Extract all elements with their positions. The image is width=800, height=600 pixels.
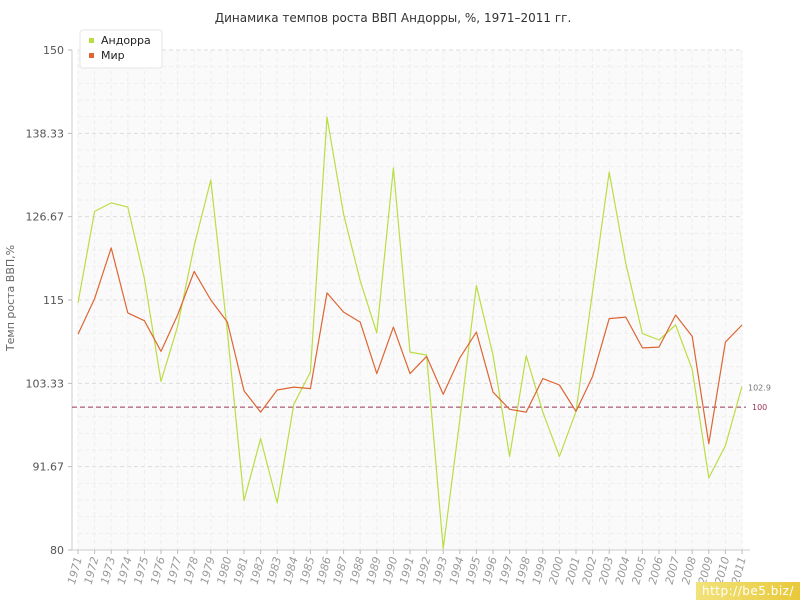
y-tick-label: 103.33 [26,377,65,390]
legend-label: Мир [101,49,125,62]
series-group: 102.9 [77,116,771,550]
reference-line: 100 [72,403,767,412]
y-tick-label: 138.33 [26,127,65,140]
y-tick-label: 91.67 [33,461,65,474]
y-axis-label: Темп роста ВВП,% [4,245,17,352]
y-tick-label: 115 [43,294,64,307]
y-tick-label: 150 [43,44,64,57]
series-line-1 [77,116,743,550]
watermark: http://be5.biz/ [696,582,800,600]
legend-box [79,29,163,69]
y-tick-label: 80 [50,544,64,557]
series-last-label: 102.9 [748,383,771,392]
x-tick-labels: 1971197219731974197519761977197819791980… [65,555,749,585]
chart-title: Динамика темпов роста ВВП Андорры, %, 19… [215,11,572,25]
legend-swatch [89,53,94,58]
reference-line-label: 100 [752,403,767,412]
y-tick-labels: 80 91.67 103.33 115 126.67 138.33 150 [26,44,65,557]
legend-swatch [89,38,94,43]
legend: Андорра Мир [79,29,163,69]
grid [77,49,743,551]
legend-label: Андорра [101,34,151,47]
axes [68,49,750,554]
series-line-2 [77,247,743,445]
y-tick-label: 126.67 [26,211,65,224]
